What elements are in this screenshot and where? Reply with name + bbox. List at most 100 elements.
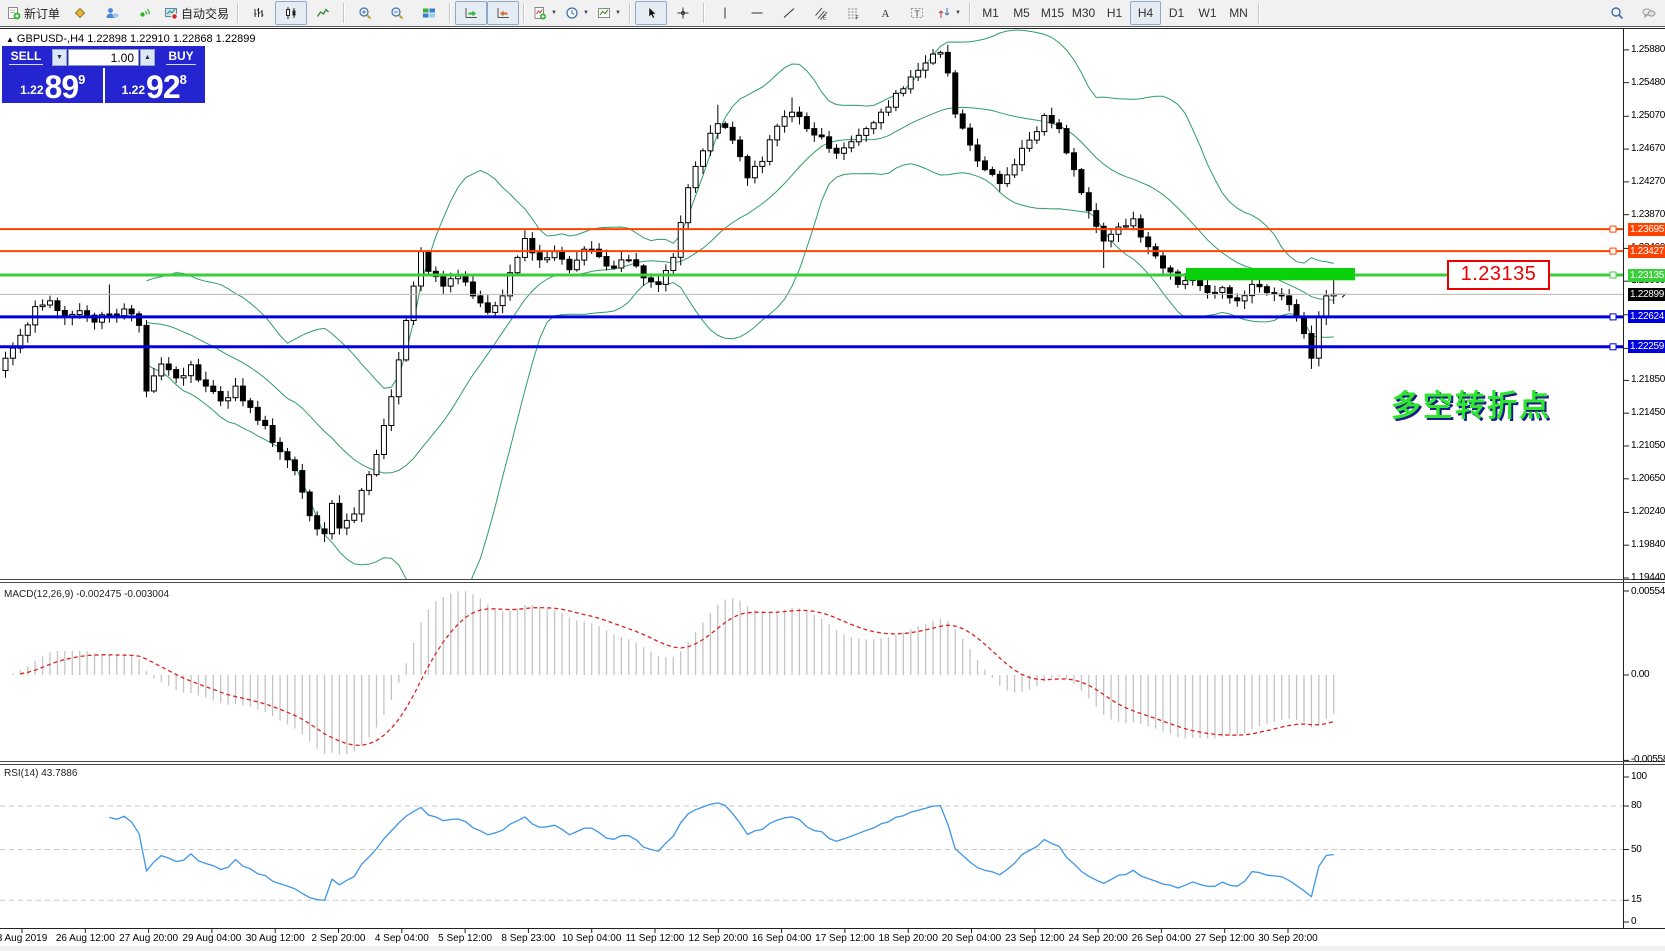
timeframe-m30-button[interactable]: M30	[1068, 1, 1099, 25]
new-order-button[interactable]: 新订单	[3, 1, 64, 25]
svg-text:T: T	[915, 9, 920, 19]
toolbar: 新订单 自动交易 ▼ ▼ ▼ E F A T ▼ M1 M5 M15 M30 H1 H4 D1 W1 MN	[0, 0, 1665, 27]
tile-windows-button[interactable]	[413, 1, 445, 25]
channel-button[interactable]: E	[805, 1, 837, 25]
chart-text-annotation[interactable]: 多空转折点	[1391, 389, 1551, 424]
cursor-button[interactable]	[635, 1, 668, 25]
price-tick: 1.20650	[1631, 472, 1665, 484]
price-tick: 1.19840	[1631, 539, 1665, 551]
level-price-tag-1.22624[interactable]: 1.22624	[1628, 310, 1665, 323]
highlight-zone-rect[interactable]	[1186, 268, 1355, 281]
time-tick-label: 4 Sep 04:00	[374, 933, 429, 944]
zoom-out-button[interactable]	[381, 1, 413, 25]
zoom-in-button[interactable]	[349, 1, 381, 25]
buy-button[interactable]: BUY	[166, 49, 196, 65]
chat-button[interactable]	[1633, 1, 1665, 25]
time-tick-label: 2 Sep 20:00	[311, 933, 366, 944]
volume-input[interactable]: 1.00	[68, 48, 139, 66]
time-tick-label: 26 Aug 12:00	[55, 933, 115, 944]
time-tick-label: 30 Sep 20:00	[1258, 933, 1318, 944]
autotrading-button[interactable]: 自动交易	[160, 1, 233, 25]
time-tick-label: 27 Sep 12:00	[1194, 933, 1255, 944]
timeframe-h4-button-label: H4	[1137, 6, 1154, 20]
one-click-trading-panel: SELL ▼ 1.00 ▲ BUY 1.22 89 9 1.22 92 8	[2, 46, 205, 103]
sell-price-prefix: 1.22	[20, 83, 44, 97]
level-price-tag-1.23135[interactable]: 1.23135	[1628, 269, 1665, 282]
vertical-line-button[interactable]	[709, 1, 741, 25]
timeframe-m15-button[interactable]: M15	[1037, 1, 1068, 25]
sell-price[interactable]: 1.22 89 9	[2, 68, 104, 103]
timeframe-m5-button[interactable]: M5	[1006, 1, 1037, 25]
level-price-tag-1.23427[interactable]: 1.23427	[1628, 245, 1665, 258]
search-button[interactable]	[1601, 1, 1633, 25]
timeframe-w1-button-label: W1	[1198, 6, 1217, 20]
periods-button[interactable]: ▼	[561, 1, 593, 25]
toolbar-separator	[703, 3, 706, 23]
time-tick-label: 18 Sep 20:00	[878, 933, 938, 944]
price-tick: 1.24670	[1631, 143, 1665, 155]
new-chart-button[interactable]	[64, 1, 96, 25]
rsi-axis-tick: 15	[1631, 894, 1642, 906]
community-button[interactable]	[96, 1, 128, 25]
price-tick: 1.25480	[1631, 76, 1665, 88]
time-tick-label: 23 Sep 12:00	[1005, 933, 1065, 944]
candlestick-button[interactable]	[275, 1, 308, 25]
timeframe-h1-button[interactable]: H1	[1099, 1, 1130, 25]
time-tick-label: 8 Sep 23:00	[501, 933, 556, 944]
horizontal-line-button[interactable]	[741, 1, 773, 25]
toolbar-separator	[449, 3, 452, 23]
templates-button[interactable]: ▼	[593, 1, 625, 25]
autoscroll-button[interactable]	[455, 1, 488, 25]
timeframe-h1-button-label: H1	[1106, 6, 1123, 20]
level-price-tag-1.22259[interactable]: 1.22259	[1628, 340, 1665, 353]
rsi-indicator-label: RSI(14) 43.7886	[4, 768, 78, 779]
line-chart-icon	[316, 8, 329, 17]
autoscroll-icon	[465, 8, 478, 18]
price-level-label[interactable]: 1.23135	[1447, 260, 1550, 290]
price-tick: 1.24270	[1631, 175, 1665, 187]
line-chart-button[interactable]	[307, 1, 339, 25]
time-tick-label: 20 Sep 04:00	[941, 933, 1002, 944]
chevron-down-icon[interactable]: ▼	[551, 10, 557, 16]
current-price-tag: 1.22899	[1628, 288, 1665, 301]
arrows-button[interactable]: ▼	[933, 1, 965, 25]
time-tick-label: 16 Sep 04:00	[751, 933, 812, 944]
timeframe-m1-button[interactable]: M1	[975, 1, 1006, 25]
toolbar-separator	[1258, 3, 1261, 23]
text-icon: A	[882, 8, 890, 20]
indicators-button[interactable]: ▼	[529, 1, 561, 25]
level-price-tag-1.23695[interactable]: 1.23695	[1628, 223, 1665, 236]
toolbar-separator	[969, 3, 972, 23]
timeframe-mn-button[interactable]: MN	[1223, 1, 1254, 25]
collapse-arrow-icon[interactable]: ▲	[6, 35, 14, 44]
volume-decrease-button[interactable]: ▼	[52, 48, 67, 66]
signals-icon	[140, 8, 151, 17]
autotrading-button-label: 自动交易	[181, 6, 230, 21]
crosshair-button[interactable]	[667, 1, 699, 25]
community-icon	[106, 8, 119, 18]
chevron-down-icon[interactable]: ▼	[955, 10, 961, 16]
volume-increase-button[interactable]: ▲	[140, 48, 155, 66]
trendline-button[interactable]	[773, 1, 805, 25]
fibonacci-button[interactable]: F	[837, 1, 869, 25]
timeframe-h4-button[interactable]: H4	[1130, 1, 1162, 25]
indicators-icon	[534, 7, 547, 20]
zoom-in-icon	[359, 7, 372, 20]
label-button[interactable]: T	[901, 1, 933, 25]
chevron-down-icon[interactable]: ▼	[615, 10, 621, 16]
timeframe-d1-button[interactable]: D1	[1161, 1, 1192, 25]
timeframe-w1-button[interactable]: W1	[1192, 1, 1223, 25]
candlestick-icon	[286, 7, 296, 19]
sell-button[interactable]: SELL	[8, 49, 44, 65]
chart-shift-button[interactable]	[487, 1, 520, 25]
macd-axis-tick: 0.00	[1631, 669, 1650, 680]
bar-chart-button[interactable]	[243, 1, 275, 25]
timeframe-m5-button-label: M5	[1013, 6, 1030, 20]
buy-price[interactable]: 1.22 92 8	[104, 68, 206, 103]
time-tick-label: 5 Sep 12:00	[438, 933, 493, 944]
time-tick-label: 26 Sep 04:00	[1131, 933, 1192, 944]
text-button[interactable]: A	[869, 1, 901, 25]
chevron-down-icon[interactable]: ▼	[583, 10, 589, 16]
signals-button[interactable]	[128, 1, 160, 25]
